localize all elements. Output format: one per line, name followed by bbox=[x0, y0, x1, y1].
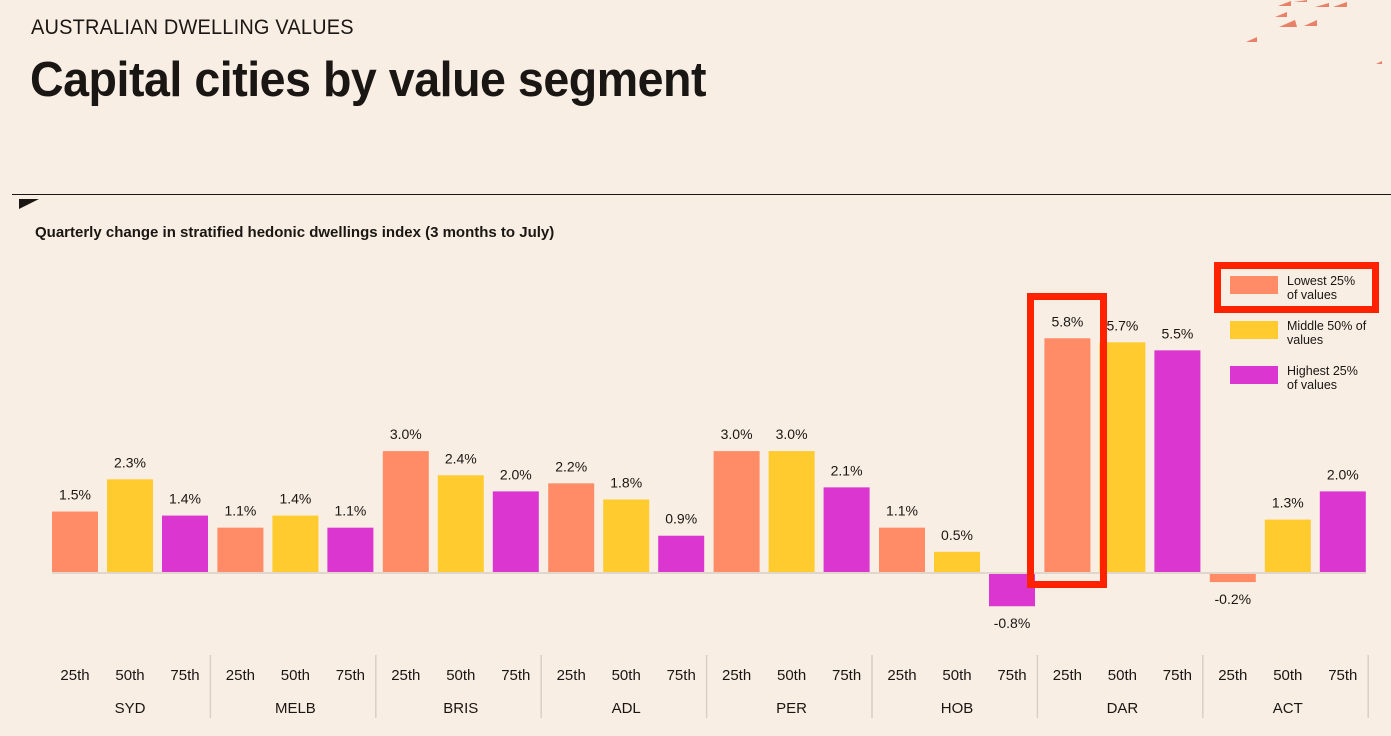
x-tick-label: 75th bbox=[1328, 667, 1357, 684]
legend-label-middle: Middle 50% of values bbox=[1287, 319, 1367, 347]
data-label: 1.4% bbox=[169, 491, 201, 507]
legend-highlight-box bbox=[1214, 262, 1379, 313]
legend-swatch-lowest bbox=[1230, 276, 1278, 294]
category-label-dar: DAR bbox=[1107, 700, 1139, 717]
data-label: 3.0% bbox=[390, 426, 422, 442]
data-label: 1.1% bbox=[886, 503, 918, 519]
bar-hob-25th bbox=[879, 527, 925, 572]
bar-bris-75th bbox=[492, 491, 539, 572]
data-label: 1.3% bbox=[1272, 495, 1304, 511]
category-label-syd: SYD bbox=[115, 700, 146, 717]
bar-melb-50th bbox=[272, 515, 319, 572]
x-tick-label: 75th bbox=[832, 667, 861, 684]
legend-swatch-middle bbox=[1230, 321, 1278, 339]
x-tick-label: 25th bbox=[226, 667, 255, 684]
category-label-hob: HOB bbox=[941, 700, 974, 717]
category-label-bris: BRIS bbox=[443, 700, 478, 717]
x-tick-label: 50th bbox=[612, 667, 641, 684]
category-label-act: ACT bbox=[1273, 700, 1303, 717]
bar-act-50th bbox=[1264, 519, 1311, 572]
data-label: 2.4% bbox=[445, 450, 477, 466]
data-label: 2.0% bbox=[1327, 466, 1359, 482]
data-label: 1.1% bbox=[334, 503, 366, 519]
x-tick-label: 75th bbox=[667, 667, 696, 684]
x-tick-label: 25th bbox=[887, 667, 916, 684]
bar-syd-25th bbox=[52, 511, 98, 572]
x-tick-label: 50th bbox=[777, 667, 806, 684]
bar-melb-75th bbox=[327, 527, 374, 572]
bar-syd-50th bbox=[107, 479, 153, 572]
bar-melb-25th bbox=[217, 527, 264, 572]
bar-per-25th bbox=[713, 451, 760, 572]
x-tick-label: 25th bbox=[557, 667, 586, 684]
x-tick-label: 50th bbox=[446, 667, 475, 684]
chart-subtitle: Quarterly change in stratified hedonic d… bbox=[35, 224, 555, 241]
bar-syd-75th bbox=[162, 515, 208, 572]
legend-item-lowest: Lowest 25% of values bbox=[1230, 274, 1367, 319]
data-label: 1.1% bbox=[224, 503, 256, 519]
page-title: Capital cities by value segment bbox=[30, 53, 707, 107]
data-label: 1.4% bbox=[279, 491, 311, 507]
x-tick-label: 75th bbox=[170, 667, 199, 684]
x-tick-label: 50th bbox=[1108, 667, 1137, 684]
data-label: 3.0% bbox=[776, 426, 808, 442]
bar-hob-50th bbox=[934, 551, 980, 572]
bar-per-75th bbox=[823, 487, 870, 572]
data-label: -0.2% bbox=[1215, 591, 1252, 607]
bar-bris-25th bbox=[382, 451, 429, 572]
bar-dar-75th bbox=[1154, 350, 1201, 572]
x-tick-label: 25th bbox=[722, 667, 751, 684]
x-tick-label: 25th bbox=[60, 667, 89, 684]
legend-item-middle: Middle 50% of values bbox=[1230, 319, 1367, 364]
header-divider bbox=[12, 194, 1391, 195]
data-label: 1.8% bbox=[610, 474, 642, 490]
data-label: 5.8% bbox=[1051, 313, 1083, 329]
x-tick-label: 50th bbox=[942, 667, 971, 684]
legend-item-highest: Highest 25% of values bbox=[1230, 364, 1367, 409]
bar-highlight-box bbox=[1027, 293, 1107, 588]
category-label-per: PER bbox=[776, 700, 807, 717]
x-tick-label: 50th bbox=[281, 667, 310, 684]
bar-act-75th bbox=[1319, 491, 1366, 572]
data-label: 2.3% bbox=[114, 454, 146, 470]
flag-marker-icon bbox=[19, 199, 39, 209]
x-tick-label: 75th bbox=[501, 667, 530, 684]
legend-label-highest: Highest 25% of values bbox=[1287, 364, 1358, 392]
data-label: 2.1% bbox=[831, 462, 863, 478]
x-tick-label: 75th bbox=[336, 667, 365, 684]
data-label: -0.8% bbox=[994, 615, 1031, 631]
data-label: 0.5% bbox=[941, 527, 973, 543]
x-tick-label: 75th bbox=[997, 667, 1026, 684]
data-label: 0.9% bbox=[665, 511, 697, 527]
data-label: 2.0% bbox=[500, 466, 532, 482]
category-label-melb: MELB bbox=[275, 700, 316, 717]
bar-adl-75th bbox=[658, 535, 705, 572]
data-label: 2.2% bbox=[555, 458, 587, 474]
bar-adl-50th bbox=[603, 499, 650, 572]
x-tick-label: 50th bbox=[115, 667, 144, 684]
scattered-triangles-decoration-icon bbox=[1246, 0, 1382, 64]
x-tick-label: 25th bbox=[1218, 667, 1247, 684]
x-tick-label: 25th bbox=[1053, 667, 1082, 684]
data-label: 1.5% bbox=[59, 487, 91, 503]
legend-swatch-highest bbox=[1230, 366, 1278, 384]
chart-legend: Lowest 25% of values Middle 50% of value… bbox=[1230, 274, 1367, 409]
chart-kicker: AUSTRALIAN DWELLING VALUES bbox=[31, 16, 354, 39]
bar-dar-25th bbox=[1044, 338, 1091, 572]
category-label-adl: ADL bbox=[612, 700, 641, 717]
bar-per-50th bbox=[768, 451, 815, 572]
bar-bris-50th bbox=[437, 475, 484, 572]
x-tick-label: 25th bbox=[391, 667, 420, 684]
data-label: 5.7% bbox=[1106, 317, 1138, 333]
bar-act-25th bbox=[1209, 574, 1256, 583]
bar-adl-25th bbox=[548, 483, 595, 572]
x-tick-label: 50th bbox=[1273, 667, 1302, 684]
legend-label-lowest: Lowest 25% of values bbox=[1287, 274, 1356, 302]
x-tick-label: 75th bbox=[1163, 667, 1192, 684]
data-label: 5.5% bbox=[1161, 325, 1193, 341]
bar-dar-50th bbox=[1099, 342, 1146, 572]
data-label: 3.0% bbox=[721, 426, 753, 442]
